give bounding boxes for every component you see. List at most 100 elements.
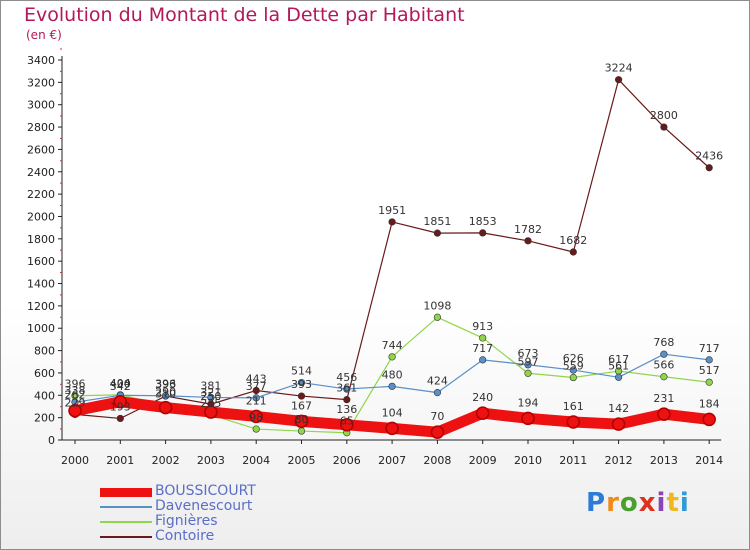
data-point <box>207 393 215 402</box>
x-tick-label: 2005 <box>288 454 316 467</box>
y-tick-label: 2400 <box>27 166 55 179</box>
data-label: 514 <box>291 365 312 378</box>
data-point <box>479 334 487 342</box>
legend-label: Davenescourt <box>155 498 253 514</box>
data-label: 290 <box>155 386 176 399</box>
x-tick-label: 2007 <box>378 454 406 467</box>
data-label: 1951 <box>378 204 406 217</box>
data-point <box>204 405 218 419</box>
data-point <box>660 350 668 358</box>
x-tick-label: 2006 <box>333 454 361 467</box>
data-label: 161 <box>563 400 584 413</box>
data-label: 98 <box>249 411 263 424</box>
x-tick-label: 2014 <box>695 454 723 467</box>
data-label: 717 <box>472 342 493 355</box>
data-point <box>614 76 623 84</box>
data-point <box>433 313 442 321</box>
x-tick-label: 2010 <box>514 454 542 467</box>
data-point <box>524 237 532 245</box>
data-label: 566 <box>653 359 674 372</box>
data-label: 211 <box>246 394 267 407</box>
y-tick-label: 1800 <box>27 233 55 246</box>
data-point <box>660 373 668 381</box>
legend-swatch <box>100 506 152 508</box>
data-point <box>252 425 260 433</box>
data-label: 424 <box>427 375 448 388</box>
data-label: 400 <box>110 377 131 390</box>
y-tick-label: 3400 <box>27 54 55 67</box>
legend-label: Fignières <box>155 513 218 529</box>
legend-swatch <box>100 488 152 497</box>
data-label: 1782 <box>514 223 542 236</box>
data-point <box>614 373 623 381</box>
data-point <box>430 425 445 439</box>
data-point <box>569 366 577 374</box>
data-label: 65 <box>340 415 354 428</box>
data-label: 396 <box>65 378 86 391</box>
data-point <box>705 356 713 364</box>
data-point <box>340 418 354 432</box>
data-label: 342 <box>110 380 131 393</box>
data-label: 361 <box>336 382 357 395</box>
data-point <box>116 414 124 423</box>
x-tick-label: 2011 <box>559 454 587 467</box>
data-point <box>566 415 581 429</box>
data-label: 1098 <box>423 299 451 312</box>
data-label: 193 <box>110 400 131 413</box>
data-label: 184 <box>699 397 720 410</box>
x-tick-label: 2001 <box>106 454 134 467</box>
data-point <box>297 427 306 435</box>
data-label: 561 <box>608 359 629 372</box>
legend-label: BOUSSICOURT <box>155 483 256 499</box>
data-label: 321 <box>200 386 221 399</box>
data-point <box>388 382 396 390</box>
data-point <box>569 248 577 256</box>
data-point <box>702 412 716 427</box>
data-label: 225 <box>200 397 221 410</box>
data-point <box>705 164 713 172</box>
data-point <box>657 407 671 421</box>
data-label: 167 <box>291 399 312 412</box>
data-label: 338 <box>65 384 86 397</box>
y-tick-label: 200 <box>34 412 55 425</box>
y-tick-label: 1400 <box>27 278 55 291</box>
data-point <box>521 411 535 426</box>
data-label: 443 <box>246 372 267 385</box>
data-point <box>433 389 442 397</box>
data-label: 381 <box>200 379 221 392</box>
data-point <box>433 229 442 237</box>
data-point <box>385 421 399 436</box>
data-point <box>524 361 532 369</box>
logo-letter: i <box>679 488 690 518</box>
y-tick-label: 3200 <box>27 76 55 89</box>
data-label: 136 <box>336 403 357 416</box>
data-label: 517 <box>699 364 720 377</box>
data-point <box>388 353 396 361</box>
data-label: 3224 <box>605 62 633 75</box>
data-label: 673 <box>518 347 539 360</box>
y-tick-label: 2800 <box>27 121 55 134</box>
data-point <box>113 395 128 409</box>
data-label: 2800 <box>650 109 678 122</box>
data-label: 393 <box>155 378 176 391</box>
data-label: 104 <box>382 406 403 419</box>
data-point <box>297 378 306 387</box>
data-point <box>475 406 490 420</box>
data-point <box>479 356 487 364</box>
data-label: 2436 <box>695 150 723 163</box>
data-point <box>705 378 713 386</box>
data-label: 70 <box>430 410 444 423</box>
proxiti-logo: Proxiti <box>586 488 690 518</box>
data-label: 617 <box>608 353 629 366</box>
logo-letter: t <box>666 488 680 518</box>
data-label: 456 <box>336 371 357 384</box>
data-label: 142 <box>608 402 629 415</box>
logo-letter: x <box>638 488 657 518</box>
data-label: 597 <box>518 355 539 368</box>
data-point <box>158 400 173 415</box>
y-tick-label: 2000 <box>27 210 55 223</box>
data-label: 480 <box>382 368 403 381</box>
data-point <box>297 392 306 400</box>
